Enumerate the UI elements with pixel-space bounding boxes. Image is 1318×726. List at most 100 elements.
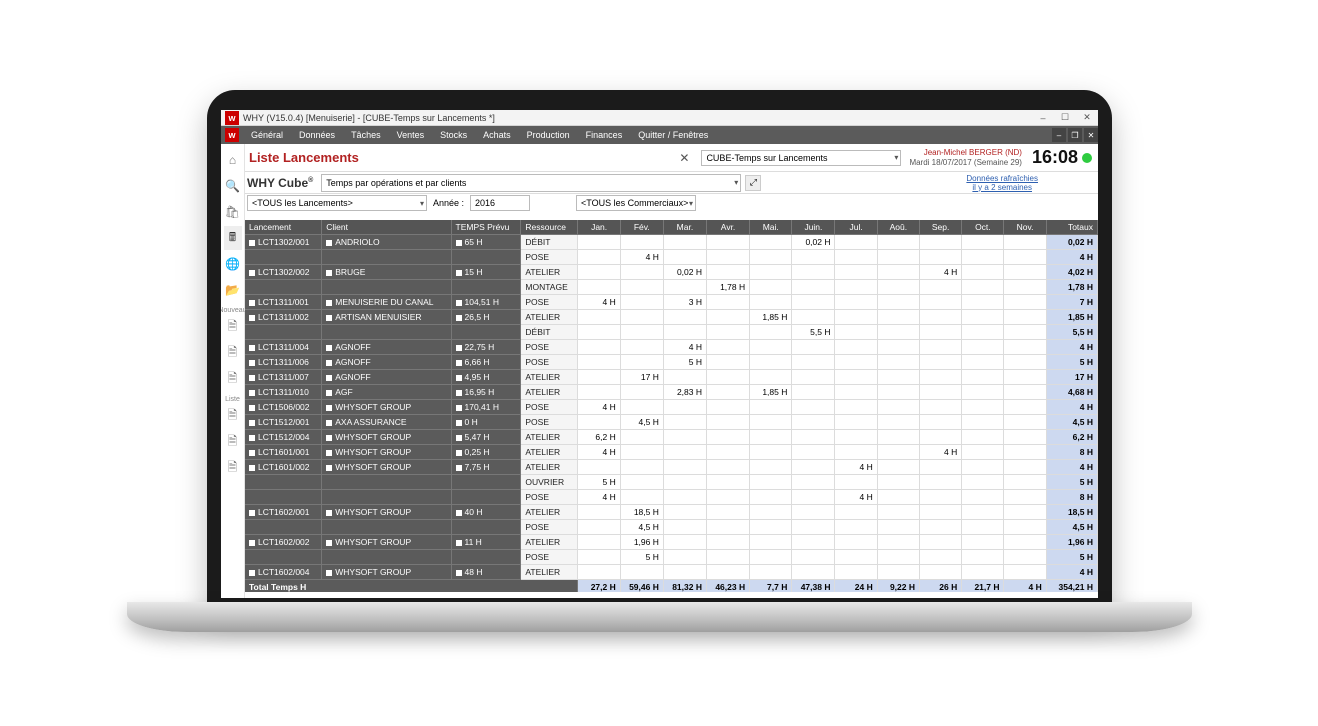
table-row[interactable]: LCT1311/002ARTISAN MENUISIER26,5 HATELIE… (245, 310, 1098, 325)
cell-dark: MENUISERIE DU CANAL (322, 295, 451, 310)
col-jan[interactable]: Jan. (578, 220, 620, 235)
menu-production[interactable]: Production (519, 130, 578, 140)
table-row[interactable]: LCT1302/002BRUGE15 HATELIER0,02 H4 H4,02… (245, 265, 1098, 280)
col-jul[interactable]: Jul. (835, 220, 877, 235)
cell-month (792, 385, 835, 400)
cell-month (750, 370, 792, 385)
mdi-close-icon[interactable]: ✕ (1084, 128, 1098, 142)
col-totaux[interactable]: Totaux (1046, 220, 1097, 235)
cell-month (962, 535, 1004, 550)
col-nov[interactable]: Nov. (1004, 220, 1046, 235)
filter-year[interactable]: 2016 (470, 195, 530, 211)
footer-total: 354,21 H (1046, 580, 1097, 593)
menu-taches[interactable]: Tâches (343, 130, 389, 140)
cell-month (792, 445, 835, 460)
menu-stocks[interactable]: Stocks (432, 130, 475, 140)
table-row[interactable]: LCT1601/001WHYSOFT GROUP0,25 HATELIER4 H… (245, 445, 1098, 460)
sidebar-new-a-icon[interactable]: 🗎 (224, 341, 242, 365)
filter-lancements[interactable]: <TOUS les Lancements> ▾ (247, 195, 427, 211)
menu-general[interactable]: Général (243, 130, 291, 140)
col-mai[interactable]: Mai. (750, 220, 792, 235)
data-refreshed-age[interactable]: il y a 2 semaines (966, 183, 1038, 192)
content-area: Lancement Client TEMPS Prévu Ressource J… (245, 210, 1098, 598)
footer-jan: 27,2 H (578, 580, 620, 593)
sidebar-new-doc-icon[interactable]: 🗎 (224, 315, 242, 339)
window-maximize-button[interactable]: ☐ (1056, 112, 1074, 124)
table-row[interactable]: LCT1311/001MENUISERIE DU CANAL104,51 HPO… (245, 295, 1098, 310)
expand-icon[interactable]: ⤢ (745, 175, 761, 191)
cell-dark (245, 475, 322, 490)
table-row[interactable]: LCT1512/001AXA ASSURANCE0 HPOSE4,5 H4,5 … (245, 415, 1098, 430)
sidebar-list1-icon[interactable]: 🗎 (224, 404, 242, 428)
col-oct[interactable]: Oct. (962, 220, 1004, 235)
cell-dark: AXA ASSURANCE (322, 415, 451, 430)
table-row[interactable]: LCT1311/004AGNOFF22,75 HPOSE4 H4 H (245, 340, 1098, 355)
window-close-button[interactable]: ✕ (1078, 112, 1096, 124)
window-minimize-button[interactable]: – (1034, 112, 1052, 124)
sidebar-globe-icon[interactable]: 🌐 (224, 252, 242, 276)
cube-desc-select[interactable]: Temps par opérations et par clients ▾ (321, 174, 741, 192)
cell-month (919, 385, 961, 400)
table-row[interactable]: LCT1311/007AGNOFF4,95 HATELIER17 H17 H (245, 370, 1098, 385)
cell-month: 1,96 H (620, 535, 663, 550)
table-row[interactable]: LCT1512/004WHYSOFT GROUP5,47 HATELIER6,2… (245, 430, 1098, 445)
cell-dark: LCT1602/004 (245, 565, 322, 580)
col-lancement[interactable]: Lancement (245, 220, 322, 235)
table-row[interactable]: POSE4 H4 H (245, 250, 1098, 265)
close-page-icon[interactable]: ✕ (673, 151, 695, 165)
menu-finances[interactable]: Finances (578, 130, 631, 140)
col-mar[interactable]: Mar. (663, 220, 706, 235)
table-row[interactable]: POSE5 H5 H (245, 550, 1098, 565)
mdi-minimize-icon[interactable]: – (1052, 128, 1066, 142)
col-ressource[interactable]: Ressource (521, 220, 578, 235)
col-client[interactable]: Client (322, 220, 451, 235)
sidebar-search-icon[interactable]: 🔍 (224, 174, 242, 198)
menu-quitter[interactable]: Quitter / Fenêtres (630, 130, 716, 140)
chevron-down-icon: ▾ (689, 199, 693, 208)
table-row[interactable]: LCT1602/001WHYSOFT GROUP40 HATELIER18,5 … (245, 505, 1098, 520)
cell-month (877, 295, 919, 310)
cell-month (706, 475, 749, 490)
col-sep[interactable]: Sep. (919, 220, 961, 235)
table-row[interactable]: LCT1302/001ANDRIOLO65 HDÉBIT0,02 H0,02 H (245, 235, 1098, 250)
table-row[interactable]: POSE4 H4 H8 H (245, 490, 1098, 505)
cell-total: 5 H (1046, 550, 1097, 565)
sidebar-calc-icon[interactable]: 🖩 (224, 226, 242, 250)
menu-donnees[interactable]: Données (291, 130, 343, 140)
filter-commerciaux[interactable]: <TOUS les Commerciaux> ▾ (576, 195, 696, 211)
sidebar-home-icon[interactable]: ⌂ (224, 148, 242, 172)
col-jun[interactable]: Juin. (792, 220, 835, 235)
cell-dark (322, 325, 451, 340)
table-row[interactable]: LCT1601/002WHYSOFT GROUP7,75 HATELIER4 H… (245, 460, 1098, 475)
col-fev[interactable]: Fév. (620, 220, 663, 235)
sidebar-folder-icon[interactable]: 📂 (224, 278, 242, 302)
cell-month (663, 415, 706, 430)
cube-select[interactable]: CUBE-Temps sur Lancements ▾ (701, 150, 901, 166)
sidebar-list2-icon[interactable]: 🗎 (224, 430, 242, 454)
menu-achats[interactable]: Achats (475, 130, 519, 140)
cell-month (1004, 535, 1046, 550)
table-row[interactable]: LCT1602/002WHYSOFT GROUP11 HATELIER1,96 … (245, 535, 1098, 550)
table-row[interactable]: LCT1311/010AGF16,95 HATELIER2,83 H1,85 H… (245, 385, 1098, 400)
sidebar-list3-icon[interactable]: 🗎 (224, 456, 242, 480)
table-row[interactable]: POSE4,5 H4,5 H (245, 520, 1098, 535)
table-row[interactable]: LCT1311/006AGNOFF6,66 HPOSE5 H5 H (245, 355, 1098, 370)
sidebar-new-c-icon[interactable]: 🗎 (224, 367, 242, 391)
sidebar-bag-icon[interactable]: 🛍 (224, 200, 242, 224)
cell-dark: 5,47 H (451, 430, 521, 445)
menu-ventes[interactable]: Ventes (389, 130, 433, 140)
mdi-restore-icon[interactable]: ❐ (1068, 128, 1082, 142)
table-row[interactable]: DÉBIT5,5 H5,5 H (245, 325, 1098, 340)
data-refreshed-link[interactable]: Données rafraîchies (966, 174, 1038, 183)
col-temps-prevu[interactable]: TEMPS Prévu (451, 220, 521, 235)
table-row[interactable]: LCT1506/002WHYSOFT GROUP170,41 HPOSE4 H4… (245, 400, 1098, 415)
col-aou[interactable]: Aoû. (877, 220, 919, 235)
table-row[interactable]: MONTAGE1,78 H1,78 H (245, 280, 1098, 295)
cell-dark: 4,95 H (451, 370, 521, 385)
cell-total: 8 H (1046, 490, 1097, 505)
table-row[interactable]: LCT1602/004WHYSOFT GROUP48 HATELIER4 H (245, 565, 1098, 580)
col-avr[interactable]: Avr. (706, 220, 749, 235)
cell-month (1004, 460, 1046, 475)
table-row[interactable]: OUVRIER5 H5 H (245, 475, 1098, 490)
cell-month (620, 325, 663, 340)
